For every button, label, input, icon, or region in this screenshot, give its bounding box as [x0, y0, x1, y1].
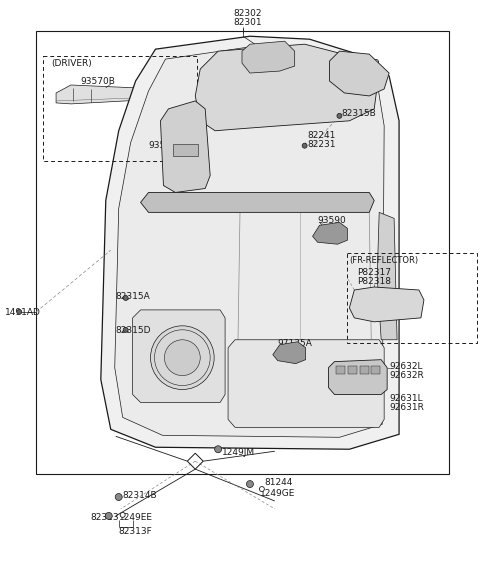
Text: P82317: P82317 — [357, 268, 391, 277]
Circle shape — [123, 327, 128, 332]
Polygon shape — [141, 193, 374, 212]
Circle shape — [259, 487, 264, 491]
Circle shape — [215, 446, 222, 453]
Polygon shape — [132, 310, 225, 403]
Text: 82231: 82231 — [308, 140, 336, 148]
Circle shape — [151, 326, 214, 390]
Circle shape — [61, 93, 67, 99]
Polygon shape — [377, 212, 397, 340]
Circle shape — [91, 90, 101, 100]
Circle shape — [17, 309, 22, 314]
Polygon shape — [328, 360, 387, 394]
Circle shape — [136, 87, 145, 97]
Text: 82301: 82301 — [233, 19, 262, 27]
Text: 92632L: 92632L — [389, 362, 422, 371]
Text: 82241: 82241 — [308, 130, 336, 140]
Text: 92631L: 92631L — [389, 394, 423, 404]
Text: 93580A: 93580A — [148, 141, 183, 150]
Text: 92632R: 92632R — [389, 371, 424, 380]
Polygon shape — [56, 85, 162, 104]
Text: 82315A: 82315A — [116, 292, 150, 301]
Polygon shape — [349, 287, 424, 322]
Circle shape — [77, 92, 83, 98]
Polygon shape — [273, 342, 306, 364]
Circle shape — [108, 91, 114, 97]
Circle shape — [120, 512, 125, 517]
Circle shape — [75, 90, 85, 100]
Text: (FR-REFLECTOR): (FR-REFLECTOR) — [349, 256, 419, 265]
Text: 81244: 81244 — [265, 478, 293, 487]
Text: 82710D: 82710D — [344, 59, 380, 68]
Circle shape — [120, 88, 131, 98]
Bar — [360, 365, 369, 374]
Bar — [348, 253, 477, 343]
Text: 1249EE: 1249EE — [119, 513, 153, 522]
Text: 93590: 93590 — [318, 216, 346, 226]
Circle shape — [59, 91, 69, 101]
Text: 92631R: 92631R — [389, 404, 424, 412]
Text: 1491AD: 1491AD — [5, 308, 41, 317]
Circle shape — [115, 494, 122, 501]
Text: 93570B: 93570B — [80, 77, 115, 86]
Polygon shape — [312, 222, 348, 244]
Bar — [371, 365, 380, 374]
Circle shape — [105, 512, 112, 520]
Polygon shape — [228, 340, 384, 427]
Bar — [348, 365, 357, 374]
Polygon shape — [160, 101, 210, 193]
Text: 82313: 82313 — [91, 513, 120, 522]
Circle shape — [302, 143, 307, 148]
Circle shape — [246, 481, 253, 488]
Polygon shape — [115, 47, 384, 437]
Text: 82314B: 82314B — [123, 491, 157, 500]
Bar — [336, 365, 346, 374]
Circle shape — [138, 89, 144, 95]
Circle shape — [93, 92, 99, 98]
Text: 82313F: 82313F — [119, 527, 153, 536]
Text: 97135A: 97135A — [278, 339, 312, 348]
Circle shape — [123, 295, 128, 300]
Polygon shape — [195, 44, 377, 130]
Bar — [43, 56, 197, 161]
Polygon shape — [242, 41, 295, 73]
Text: 82302: 82302 — [233, 9, 262, 19]
Polygon shape — [101, 36, 399, 450]
Bar — [173, 144, 198, 155]
Circle shape — [123, 90, 129, 96]
Circle shape — [337, 113, 342, 118]
Text: (DRIVER): (DRIVER) — [51, 59, 92, 68]
Text: 1249JM: 1249JM — [222, 448, 255, 457]
Text: P82318: P82318 — [357, 277, 391, 286]
Text: 82315D: 82315D — [116, 326, 151, 335]
Text: 1249GE: 1249GE — [260, 489, 295, 498]
Bar — [36, 31, 449, 474]
Text: 82315B: 82315B — [341, 109, 376, 118]
Text: 82720D: 82720D — [344, 68, 380, 77]
Circle shape — [106, 89, 116, 99]
Circle shape — [165, 340, 200, 376]
Polygon shape — [329, 51, 389, 96]
